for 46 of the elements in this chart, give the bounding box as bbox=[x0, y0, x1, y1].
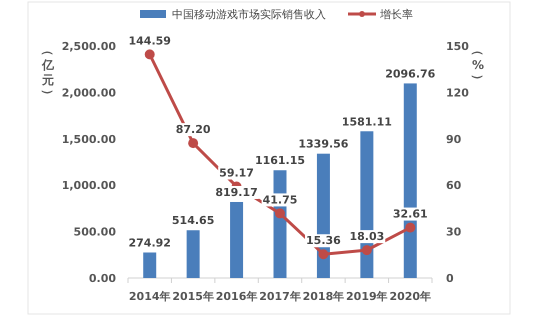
y2-tick-label: 30 bbox=[446, 226, 462, 239]
legend-label: 中国移动游戏市场实际销售收入 bbox=[172, 8, 326, 21]
data-label: 819.17 bbox=[215, 186, 258, 199]
point bbox=[405, 222, 416, 233]
point bbox=[188, 138, 198, 148]
y-tick-label: 0.00 bbox=[88, 272, 116, 285]
y-tick-label: 1,000.00 bbox=[62, 179, 116, 192]
y2-tick-label: 60 bbox=[446, 179, 462, 192]
x-tick-label: 2014年 bbox=[128, 290, 171, 303]
y2-axis-title: （%） bbox=[471, 44, 485, 86]
data-label: 1161.15 bbox=[254, 154, 306, 168]
bar bbox=[143, 252, 156, 278]
x-tick-label: 2017年 bbox=[259, 290, 301, 303]
y-tick-label: 500.00 bbox=[74, 226, 116, 239]
bar bbox=[230, 202, 244, 278]
y2-tick-label: 0 bbox=[446, 272, 454, 285]
bar bbox=[186, 230, 200, 278]
point bbox=[275, 208, 285, 218]
data-label: 144.59 bbox=[128, 34, 171, 48]
data-label: 514.65 bbox=[172, 214, 214, 228]
x-tick-label: 2019年 bbox=[346, 290, 388, 303]
y-tick-label: 2,000.00 bbox=[62, 86, 116, 100]
data-label: 32.61 bbox=[392, 208, 428, 221]
point bbox=[144, 49, 155, 60]
legend-label: 增长率 bbox=[379, 8, 413, 21]
data-label: 274.92 bbox=[128, 236, 171, 250]
x-tick-label: 2016年 bbox=[216, 290, 258, 303]
data-label: 59.17 bbox=[219, 166, 254, 180]
data-label: 18.03 bbox=[349, 230, 384, 244]
point bbox=[362, 245, 372, 256]
data-label: 87.20 bbox=[176, 123, 211, 136]
data-label: 15.36 bbox=[306, 234, 342, 248]
y2-tick-label: 120 bbox=[446, 86, 470, 100]
x-tick-label: 2018年 bbox=[302, 290, 344, 303]
data-label: 41.75 bbox=[262, 193, 298, 206]
y2-tick-label: 90 bbox=[446, 132, 462, 146]
y-tick-label: 1,500.00 bbox=[62, 132, 116, 146]
y-axis-title: （亿元） bbox=[41, 44, 55, 101]
data-label: 1339.56 bbox=[298, 138, 349, 151]
data-label: 2096.76 bbox=[385, 67, 436, 80]
y2-tick-label: 150 bbox=[446, 40, 470, 53]
point bbox=[318, 249, 328, 260]
x-tick-label: 2020年 bbox=[389, 290, 432, 303]
x-tick-label: 2015年 bbox=[172, 290, 214, 303]
data-label: 1581.11 bbox=[342, 115, 392, 128]
y-tick-label: 2,500.00 bbox=[62, 40, 116, 53]
